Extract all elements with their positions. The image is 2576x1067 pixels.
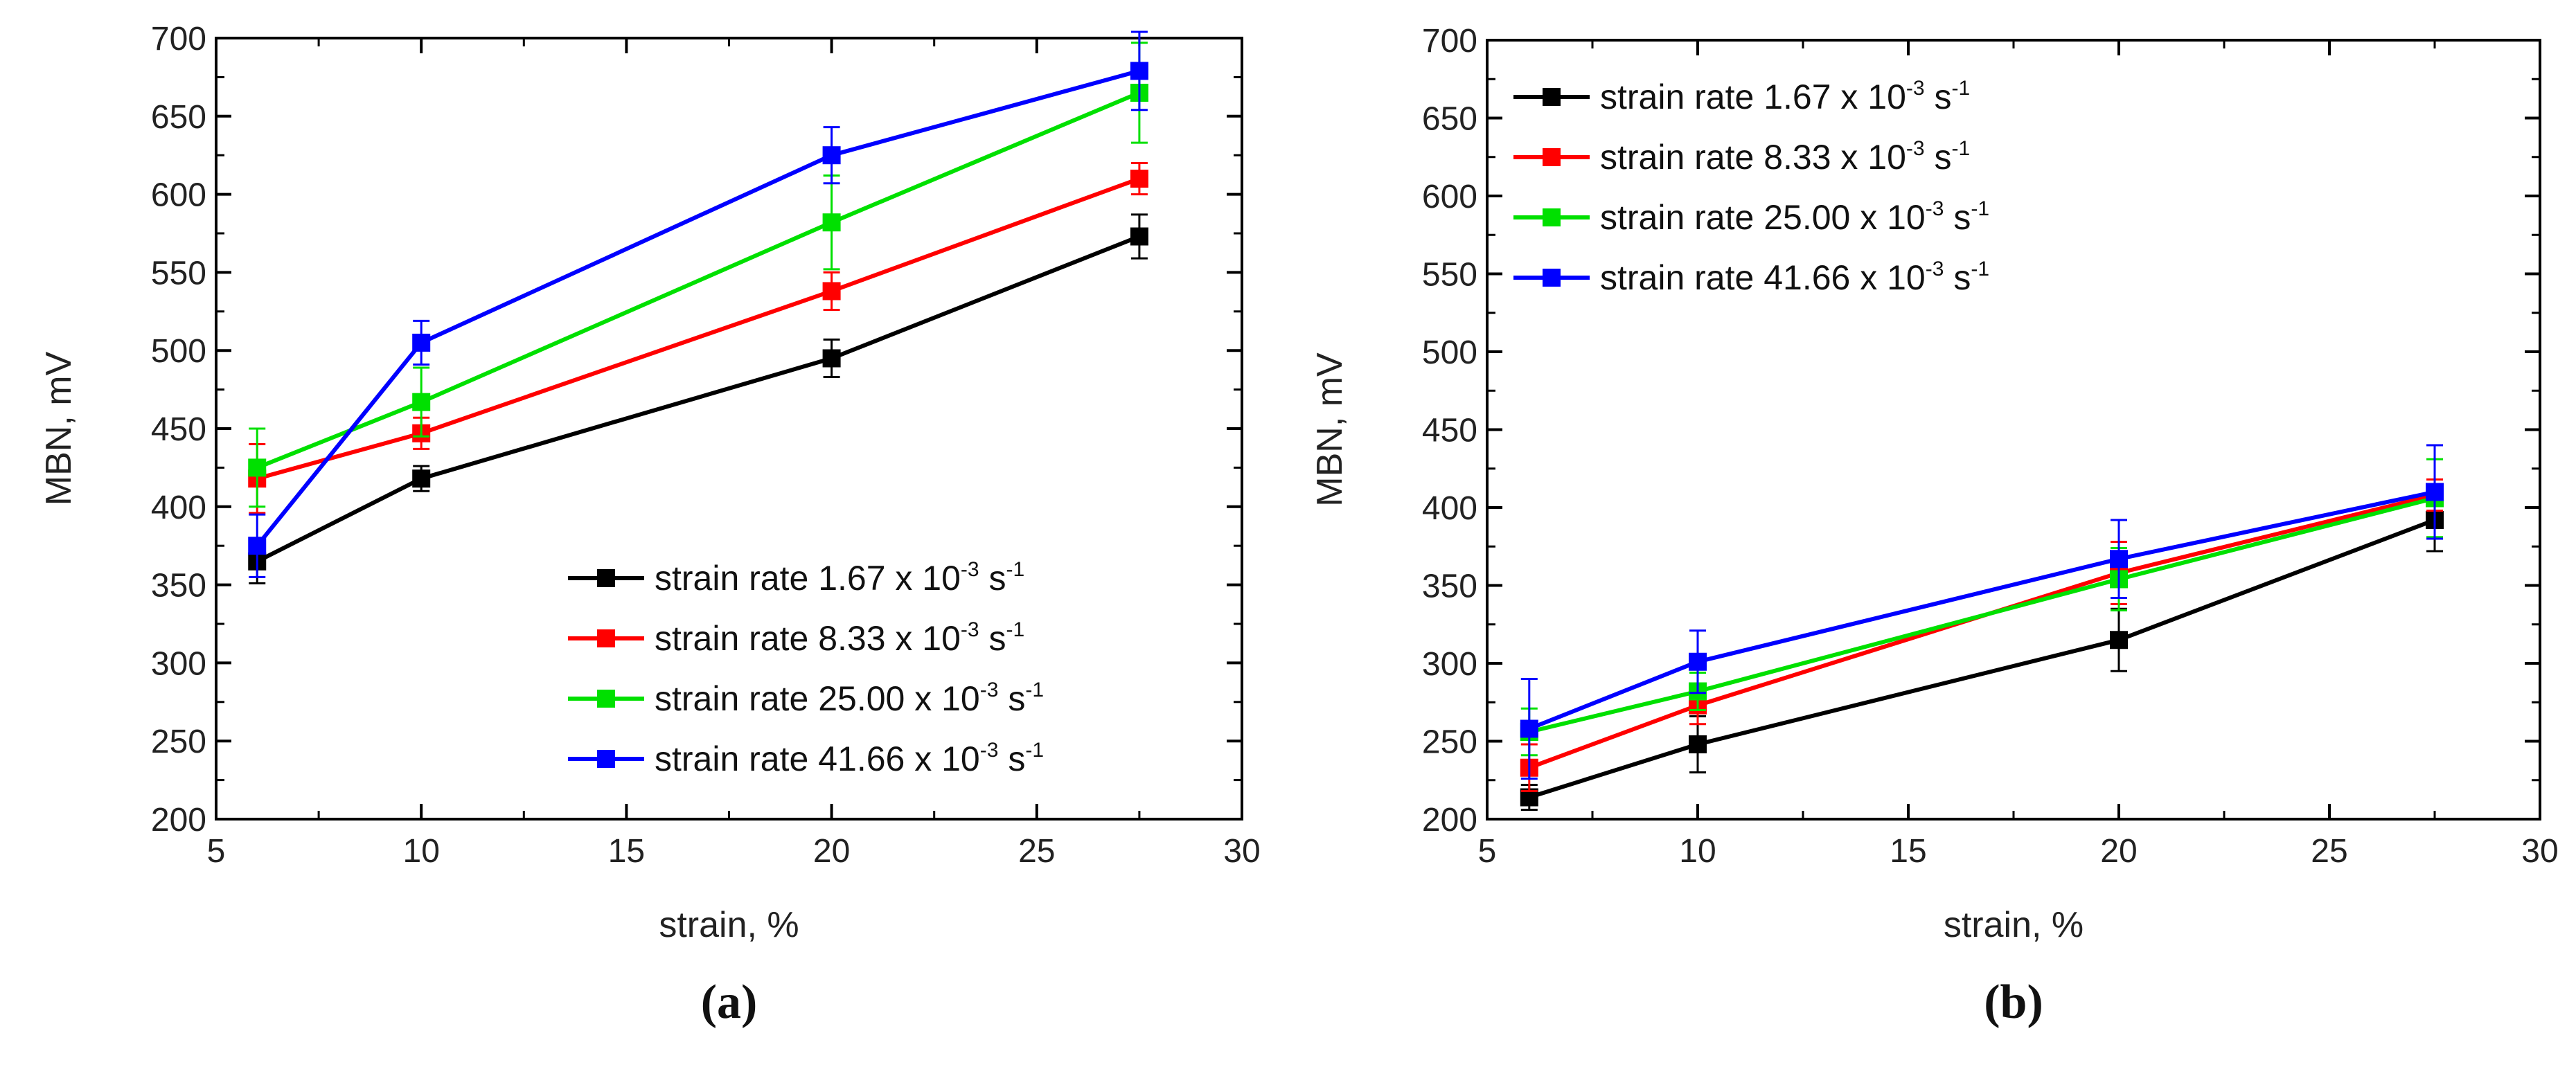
chart1-series-0-marker bbox=[2110, 631, 2128, 649]
chart0-series-0-marker bbox=[412, 469, 431, 488]
chart1-x-tick-label: 25 bbox=[2311, 833, 2347, 870]
chart1-legend-swatch-marker-3 bbox=[1543, 269, 1561, 287]
chart1-legend-label-1: strain rate 8.33 x 10-3 s-1 bbox=[1600, 137, 1970, 177]
chart0-y-tick-label: 350 bbox=[151, 568, 206, 604]
chart0-series-0 bbox=[248, 213, 1148, 584]
chart1-series-3-marker bbox=[2426, 483, 2444, 501]
chart0-y-tick-label: 200 bbox=[151, 802, 206, 839]
chart1-series-2 bbox=[1520, 458, 2444, 757]
chart0-series-0-marker bbox=[1130, 227, 1148, 246]
chart1-y-tick-label: 500 bbox=[1422, 334, 1477, 371]
chart1-x-tick-label: 5 bbox=[1478, 833, 1497, 870]
chart1-legend-label-0: strain rate 1.67 x 10-3 s-1 bbox=[1600, 77, 1970, 116]
chart0-series-2-line bbox=[256, 91, 1141, 470]
chart1-y-tick-label: 300 bbox=[1422, 646, 1477, 683]
chart1-x-tick-label: 30 bbox=[2521, 833, 2558, 870]
chart0-x-axis-title: strain, % bbox=[659, 905, 799, 945]
chart0-x-tick-label: 20 bbox=[813, 833, 850, 870]
chart0-legend: strain rate 1.67 x 10-3 s-1 strain rate 8… bbox=[568, 558, 1044, 778]
chart1-legend-swatch-marker-2 bbox=[1543, 208, 1561, 226]
chart0-series-3 bbox=[248, 30, 1148, 578]
chart0-legend-label-3: strain rate 41.66 x 10-3 s-1 bbox=[655, 739, 1044, 778]
chart1-y-tick-label: 550 bbox=[1422, 257, 1477, 294]
chart0-series-2-marker bbox=[822, 213, 841, 232]
chart0-x-tick-label: 5 bbox=[207, 833, 226, 870]
chart0-series-3-line bbox=[255, 69, 1140, 548]
chart0-legend-swatch-marker-1 bbox=[597, 629, 615, 647]
chart1-series-3-marker bbox=[1689, 652, 1707, 671]
chart0-x-tick-label: 25 bbox=[1018, 833, 1055, 870]
chart1-y-tick-label: 250 bbox=[1422, 724, 1477, 761]
chart0-series-2-marker bbox=[412, 393, 431, 411]
chart0-series-0-line bbox=[256, 234, 1141, 564]
chart1-y-tick-label: 700 bbox=[1422, 23, 1477, 60]
chart1-x-tick-label: 15 bbox=[1890, 833, 1926, 870]
chart1-series-2-line bbox=[1529, 496, 2435, 734]
chart1-x-axis-title: strain, % bbox=[1944, 905, 2084, 945]
chart1-series-3-marker bbox=[2110, 550, 2128, 568]
chart0-x-tick-label: 10 bbox=[403, 833, 440, 870]
chart0-series-1-marker bbox=[822, 282, 841, 301]
chart1-legend-label-2: strain rate 25.00 x 10-3 s-1 bbox=[1600, 197, 1989, 237]
chart0-series-3-marker bbox=[1130, 62, 1148, 80]
chart1-series-3-line bbox=[1528, 490, 2435, 731]
chart0-y-tick-label: 500 bbox=[151, 333, 206, 370]
chart1-x-tick-label: 20 bbox=[2100, 833, 2137, 870]
chart0-legend-swatch-marker-0 bbox=[597, 569, 615, 587]
chart1-y-tick-label: 350 bbox=[1422, 568, 1477, 605]
chart0-y-tick-label: 550 bbox=[151, 255, 206, 292]
chart1-y-axis-title: MBN, mV bbox=[1310, 352, 1350, 507]
chart1-y-tick-label: 400 bbox=[1422, 490, 1477, 527]
chart0-panel-label: (a) bbox=[701, 976, 758, 1029]
chart1-y-tick-label: 650 bbox=[1422, 101, 1477, 138]
chart0-series-2-marker bbox=[248, 458, 267, 477]
chart0-series-3-marker bbox=[822, 146, 841, 165]
chart0-legend-label-2: strain rate 25.00 x 10-3 s-1 bbox=[655, 679, 1044, 718]
chart1-legend-swatch-marker-1 bbox=[1543, 148, 1561, 166]
chart0-y-tick-label: 450 bbox=[151, 411, 206, 448]
chart0-y-axis-title: MBN, mV bbox=[39, 351, 79, 505]
chart1-panel-label: (b) bbox=[1984, 976, 2043, 1029]
chart0-series-1-line bbox=[256, 177, 1140, 481]
chart1-panel: 5 10 15 20 25 30 200 250 300 350 400 450 500 550 600 65… bbox=[1310, 23, 2559, 1029]
chart0-legend-label-1: strain rate 8.33 x 10-3 s-1 bbox=[655, 618, 1024, 658]
chart0-x-tick-label: 15 bbox=[608, 833, 645, 870]
chart1-series-0-line bbox=[1528, 518, 2436, 800]
chart1-x-tick-label: 10 bbox=[1679, 833, 1716, 870]
chart0-y-tick-label: 700 bbox=[151, 21, 206, 57]
chart1-legend-label-3: strain rate 41.66 x 10-3 s-1 bbox=[1600, 258, 1989, 297]
chart0-panel: 5 10 15 20 25 30 200 250 300 350 400 450 500 550 600 65… bbox=[39, 21, 1261, 1029]
chart0-legend-swatch-marker-3 bbox=[597, 750, 615, 768]
chart0-y-tick-label: 250 bbox=[151, 724, 206, 760]
chart0-legend-swatch-marker-2 bbox=[597, 690, 615, 708]
chart0-y-tick-label: 300 bbox=[151, 645, 206, 682]
chart0-series-1-marker bbox=[1130, 170, 1148, 188]
chart0-series-2 bbox=[248, 42, 1148, 508]
chart0-legend-label-0: strain rate 1.67 x 10-3 s-1 bbox=[655, 558, 1024, 598]
chart1-y-tick-label: 450 bbox=[1422, 413, 1477, 449]
chart1-series-1-line bbox=[1528, 493, 2435, 770]
chart0-y-tick-label: 400 bbox=[151, 490, 206, 526]
chart1-series-0-marker bbox=[1689, 735, 1707, 753]
chart1-y-tick-label: 200 bbox=[1422, 802, 1477, 839]
chart1-legend: strain rate 1.67 x 10-3 s-1 strain rate 8… bbox=[1513, 77, 1989, 297]
chart1-series-0 bbox=[1520, 487, 2444, 811]
chart1-series-3 bbox=[1520, 444, 2444, 780]
chart0-series-0-marker bbox=[822, 349, 841, 368]
chart0-series-3-marker bbox=[248, 537, 267, 555]
chart0-x-tick-label: 30 bbox=[1223, 833, 1260, 870]
chart0-series-3-marker bbox=[412, 333, 431, 352]
chart1-series-1 bbox=[1520, 478, 2444, 792]
chart0-y-tick-label: 650 bbox=[151, 99, 206, 136]
chart0-y-tick-label: 600 bbox=[151, 177, 206, 214]
chart1-y-tick-label: 600 bbox=[1422, 179, 1477, 215]
chart1-legend-swatch-marker-0 bbox=[1543, 88, 1561, 106]
chart1-series-3-marker bbox=[1520, 719, 1538, 738]
